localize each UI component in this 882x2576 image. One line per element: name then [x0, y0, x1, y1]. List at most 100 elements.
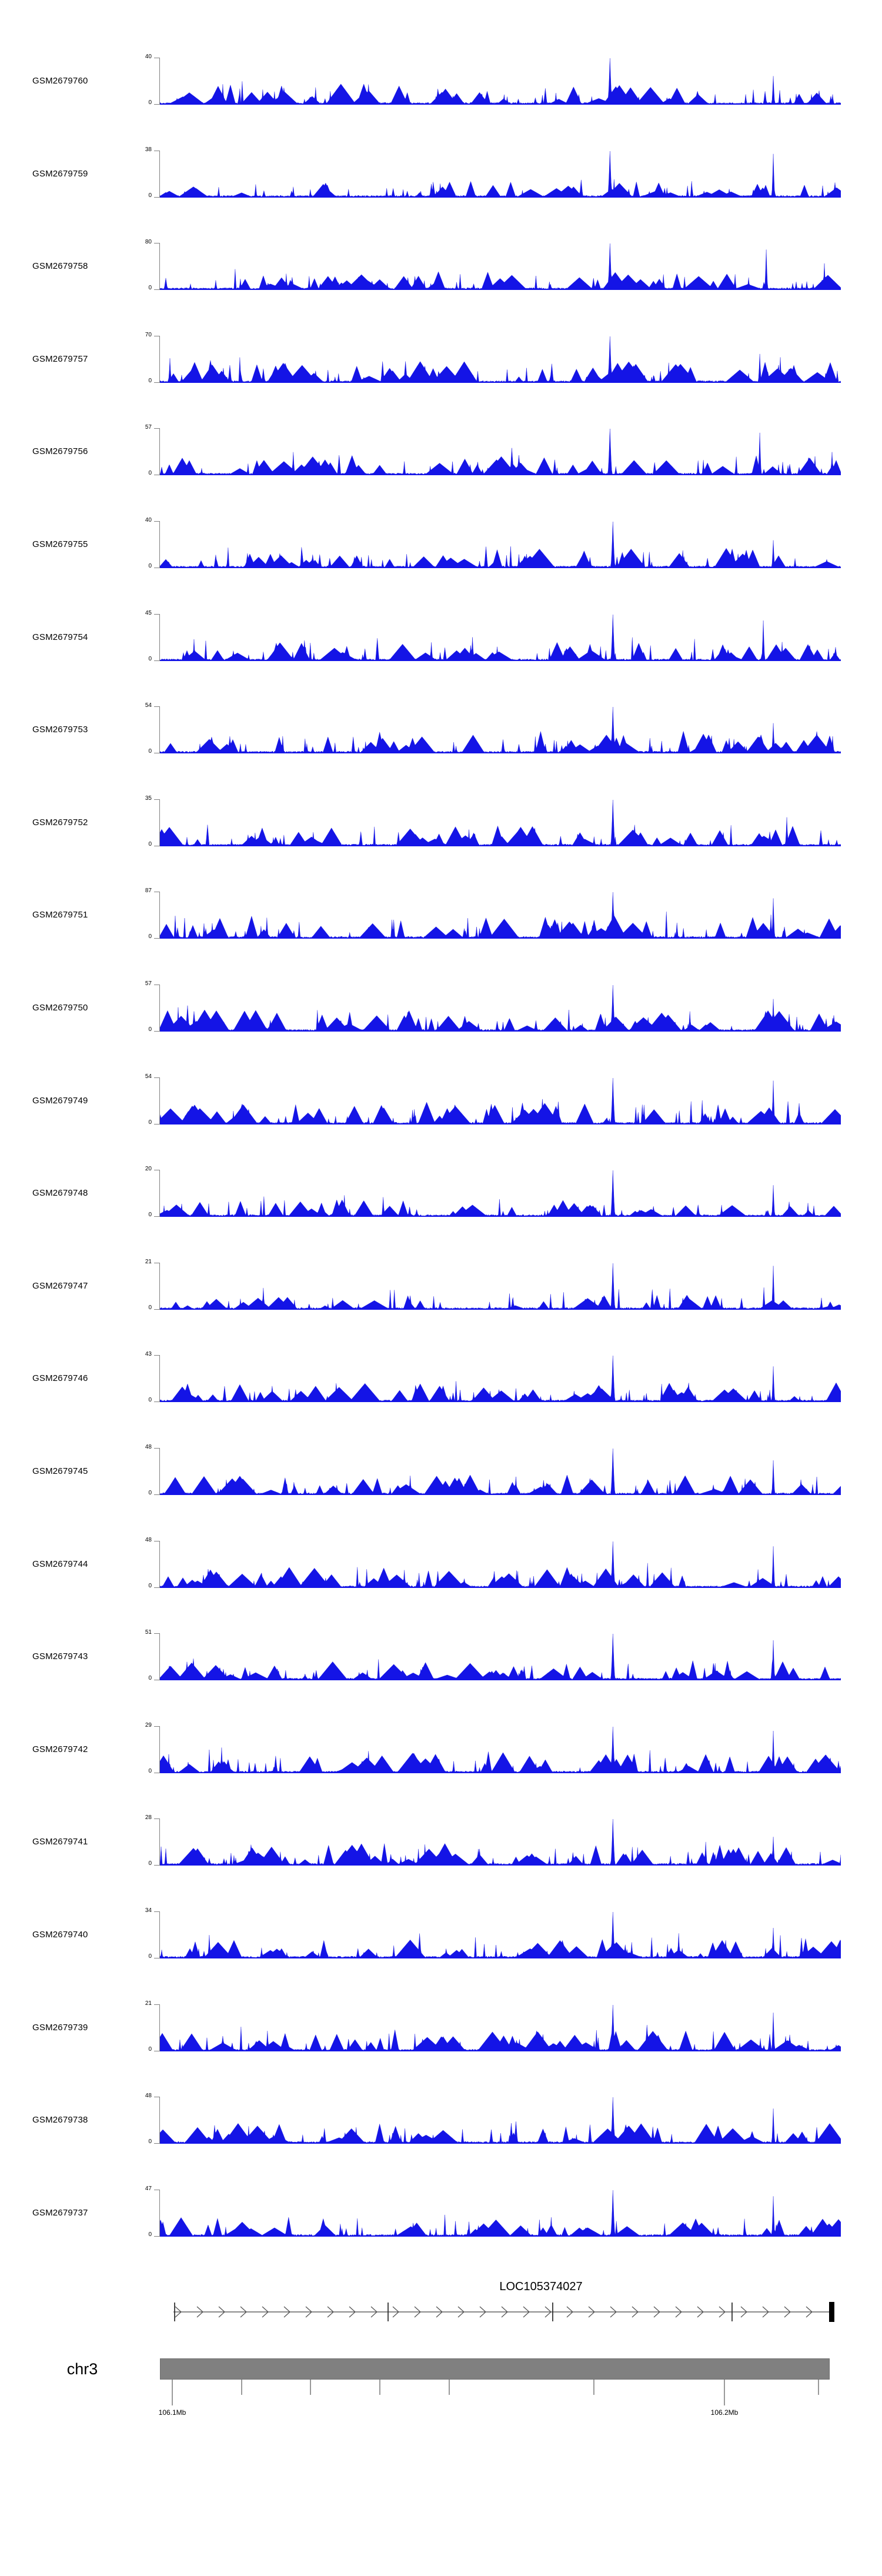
axis-tick-label: 106.2Mb	[711, 2408, 739, 2417]
coverage-track[interactable]: GSM2679753 54 0	[0, 703, 882, 755]
coverage-track[interactable]: GSM2679750 57 0	[0, 981, 882, 1033]
coverage-track[interactable]: GSM2679740 34 0	[0, 1908, 882, 1960]
y-axis-value: 0	[148, 1119, 152, 1126]
coverage-track[interactable]: GSM2679743 51 0	[0, 1630, 882, 1681]
y-axis-line	[159, 1911, 160, 1958]
coverage-plot-area[interactable]	[160, 243, 841, 291]
coverage-plot-area[interactable]	[160, 1448, 841, 1495]
coverage-track[interactable]: GSM2679742 29 0	[0, 1721, 882, 1774]
coverage-track[interactable]: GSM2679744 48 0	[0, 1537, 882, 1589]
track-sample-label: GSM2679737	[32, 2207, 88, 2218]
coverage-track[interactable]: GSM2679748 20 0	[0, 1166, 882, 1219]
chromosome-bar[interactable]	[160, 2358, 830, 2380]
y-axis-value-wrap: 0	[128, 2046, 152, 2053]
track-sample-label: GSM2679740	[32, 1930, 88, 1940]
y-axis-line	[159, 428, 160, 476]
coverage-track[interactable]: GSM2679738 48 0	[0, 2093, 882, 2145]
coverage-plot-area[interactable]	[160, 799, 841, 846]
coverage-track[interactable]: GSM2679757 70 0	[0, 332, 882, 383]
strand-arrow-icon	[588, 2306, 595, 2318]
strand-arrow-icon	[457, 2306, 465, 2318]
y-axis-value: 0	[148, 1212, 152, 1219]
gene-model-diagram[interactable]	[0, 2300, 882, 2324]
y-axis-line	[159, 1448, 160, 1495]
coverage-plot-area[interactable]	[160, 1818, 841, 1866]
y-axis-value-wrap: 28	[128, 1815, 152, 1821]
strand-arrow-icon	[806, 2306, 813, 2318]
y-axis-value: 0	[148, 655, 152, 662]
coverage-plot-area[interactable]	[160, 985, 841, 1032]
coverage-track[interactable]: GSM2679752 35 0	[0, 795, 882, 847]
coverage-track[interactable]: GSM2679760 40 0	[0, 54, 882, 106]
coverage-track[interactable]: GSM2679747 21 0	[0, 1259, 882, 1310]
y-axis-value: 28	[145, 1814, 152, 1821]
y-axis-value: 0	[148, 933, 152, 940]
y-axis-value-wrap: 0	[128, 1490, 152, 1496]
coverage-profile	[160, 707, 841, 754]
y-axis-value: 29	[145, 1721, 152, 1729]
coverage-plot-area[interactable]	[160, 1541, 841, 1588]
y-axis-value: 0	[148, 840, 152, 847]
coverage-plot-area[interactable]	[160, 614, 841, 661]
coverage-track[interactable]: GSM2679739 21 0	[0, 2000, 882, 2053]
y-axis-value: 43	[145, 1351, 152, 1358]
y-axis-line	[159, 892, 160, 939]
coverage-plot-area[interactable]	[160, 521, 841, 568]
track-sample-label: GSM2679750	[32, 1003, 88, 1013]
y-axis-value: 20	[145, 1166, 152, 1173]
coverage-plot-area[interactable]	[160, 892, 841, 939]
y-axis-value: 87	[145, 887, 152, 895]
coverage-track[interactable]: GSM2679758 80 0	[0, 239, 882, 291]
coverage-plot-area[interactable]	[160, 1633, 841, 1681]
coverage-track[interactable]: GSM2679749 54 0	[0, 1073, 882, 1126]
coverage-plot-area[interactable]	[160, 1726, 841, 1773]
coverage-track[interactable]: GSM2679745 48 0	[0, 1444, 882, 1496]
y-axis-value-wrap: 0	[128, 1768, 152, 1774]
coverage-track[interactable]: GSM2679746 43 0	[0, 1351, 882, 1403]
track-sample-label: GSM2679743	[32, 1651, 88, 1662]
y-axis-value-wrap: 34	[128, 1908, 152, 1914]
coverage-track[interactable]: GSM2679754 45 0	[0, 610, 882, 662]
coverage-plot-area[interactable]	[160, 2190, 841, 2237]
coverage-plot-area[interactable]	[160, 1170, 841, 1217]
y-axis-value-wrap: 0	[128, 1397, 152, 1403]
y-axis-value-wrap: 0	[128, 749, 152, 755]
y-axis-value: 0	[148, 2046, 152, 2053]
coverage-plot-area[interactable]	[160, 58, 841, 105]
gene-annotation-track[interactable]: LOC105374027	[0, 2280, 882, 2331]
y-axis-value: 45	[145, 609, 152, 616]
coverage-plot-area[interactable]	[160, 2004, 841, 2051]
coverage-track[interactable]: GSM2679751 87 0	[0, 888, 882, 940]
chromosome-ideogram-track[interactable]: chr3 106.1Mb 106.2Mb	[0, 2348, 882, 2437]
coverage-plot-area[interactable]	[160, 1911, 841, 1958]
coverage-plot-area[interactable]	[160, 706, 841, 754]
y-axis-value-wrap: 40	[128, 518, 152, 523]
coverage-track[interactable]: GSM2679759 38 0	[0, 146, 882, 198]
track-sample-label: GSM2679753	[32, 725, 88, 735]
y-axis-tick	[154, 706, 159, 708]
coverage-track[interactable]: GSM2679741 28 0	[0, 1815, 882, 1867]
track-sample-label: GSM2679754	[32, 632, 88, 642]
coverage-plot-area[interactable]	[160, 428, 841, 476]
coverage-track[interactable]: GSM2679756 57 0	[0, 425, 882, 476]
track-sample-label: GSM2679756	[32, 446, 88, 457]
coverage-plot-area[interactable]	[160, 336, 841, 383]
coverage-plot-area[interactable]	[160, 1355, 841, 1403]
strand-arrow-icon	[544, 2306, 552, 2318]
track-sample-label: GSM2679749	[32, 1095, 88, 1106]
coverage-track[interactable]: GSM2679737 47 0	[0, 2185, 882, 2237]
track-sample-label: GSM2679758	[32, 261, 88, 272]
coverage-plot-area[interactable]	[160, 151, 841, 198]
y-axis-value-wrap: 47	[128, 2185, 152, 2192]
coverage-plot-area[interactable]	[160, 1263, 841, 1310]
coverage-track[interactable]: GSM2679755 40 0	[0, 518, 882, 569]
strand-arrow-icon	[327, 2306, 334, 2318]
y-axis-value-wrap: 0	[128, 1954, 152, 1960]
coverage-plot-area[interactable]	[160, 1077, 841, 1125]
y-axis-value-wrap: 80	[128, 239, 152, 245]
coverage-profile	[160, 58, 841, 105]
exon-block[interactable]	[829, 2301, 834, 2322]
coverage-plot-area[interactable]	[160, 2097, 841, 2144]
y-axis-value: 0	[148, 1953, 152, 1960]
